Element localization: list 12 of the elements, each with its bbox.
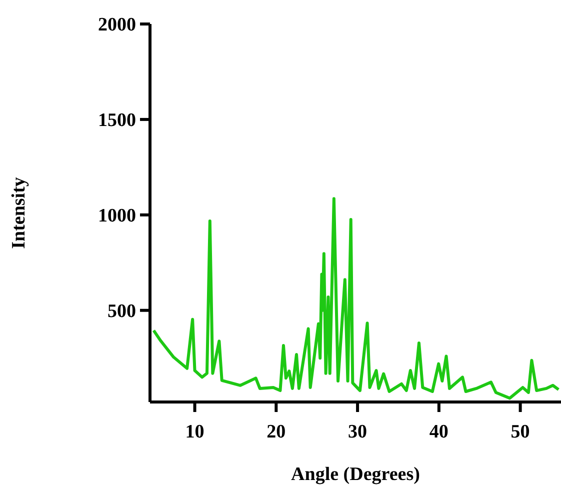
y-tick-label: 1500: [98, 110, 136, 132]
y-tick-label: 2000: [98, 14, 136, 36]
x-tick-label: 20: [266, 421, 286, 442]
x-tick-label: 40: [429, 421, 448, 442]
y-tick-label: 1000: [98, 206, 136, 227]
y-axis-title: Intensity: [8, 176, 30, 249]
y-tick-label: 500: [108, 301, 136, 322]
x-tick-label: 50: [510, 421, 530, 442]
x-tick-label: 30: [348, 421, 368, 442]
line-series: [152, 197, 560, 400]
x-tick-label: 10: [185, 421, 204, 442]
x-axis-title: Angle (Degrees): [291, 464, 420, 485]
